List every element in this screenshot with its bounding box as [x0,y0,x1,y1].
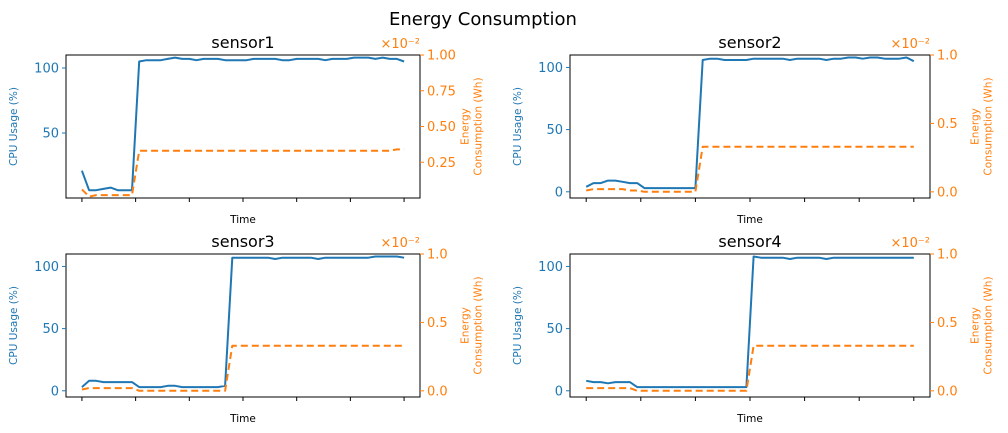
y2-tick-label: 0.0 [427,384,448,399]
y2-multiplier-label: ×10⁻² [380,37,420,52]
y-tick-label: 100 [538,260,563,275]
cpu-series-line [81,255,405,389]
y2-axis-label-line: Consumption (Wh) [983,276,995,374]
y2-axis-label: EnergyConsumption (Wh) [460,276,485,374]
y2-axis-label-line: Consumption (Wh) [473,276,485,374]
y-tick-label: 50 [42,127,59,142]
y2-axis-label: EnergyConsumption (Wh) [460,77,485,175]
cpu-series-line [80,56,405,192]
subplot-2: sensor2 ×10⁻² 0 50 100 0.0 0.5 1.0 Time CPU Usage… [512,33,995,226]
y-tick-label: 50 [42,322,59,337]
y-tick-label: 0 [51,384,59,399]
y-tick-label: 100 [538,61,563,76]
y2-tick-label: 1.0 [937,49,958,64]
x-axis-label: Time [736,413,763,425]
y2-multiplier-label: ×10⁻² [890,236,930,251]
plot-frame [569,54,931,199]
cpu-series-line [586,255,914,389]
y2-tick-label: 0.5 [427,316,448,331]
y-tick-label: 50 [546,123,563,138]
y-tick-label: 0 [555,384,563,399]
y-tick-label: 100 [34,62,59,77]
y-axis-label: CPU Usage (%) [512,286,524,365]
subplot-title: sensor1 [211,33,274,52]
y-axis-label: CPU Usage (%) [8,87,20,166]
y-tick-label: 0 [555,185,563,200]
x-axis-label: Time [229,413,256,425]
y2-axis-label-line: Energy [970,307,982,344]
subplot-title: sensor2 [718,33,781,52]
subplot-3: sensor3 ×10⁻² 0 50 100 0.0 0.5 1.0 Time CPU Usage… [8,232,485,425]
y2-tick-label: 0.50 [427,120,456,135]
y2-tick-label: 0.5 [937,316,958,331]
y-axis-label: CPU Usage (%) [8,286,20,365]
plot-frame [65,253,421,398]
y2-tick-label: 1.00 [427,49,456,64]
y2-axis-label-line: Energy [970,108,982,145]
y2-axis-label-line: Consumption (Wh) [983,77,995,175]
y2-multiplier-label: ×10⁻² [380,236,420,251]
energy-series-line [81,148,405,198]
y-tick-label: 100 [34,260,59,275]
y2-axis-label: EnergyConsumption (Wh) [970,77,995,175]
cpu-series-line [585,56,915,190]
y-axis-label: CPU Usage (%) [512,87,524,166]
y2-tick-label: 1.0 [937,248,958,263]
energy-series-line [586,344,914,392]
x-axis-label: Time [736,214,763,226]
subplot-4: sensor4 ×10⁻² 0 50 100 0.0 0.5 1.0 Time CPU Usage… [512,232,995,425]
x-axis-label: Time [229,214,256,226]
y2-tick-label: 0.0 [937,384,958,399]
energy-series-line [586,145,914,193]
plot-frame [65,54,421,199]
y2-tick-label: 0.5 [937,117,958,132]
subplot-title: sensor4 [718,232,781,251]
subplot-title: sensor3 [211,232,274,251]
y2-axis-label-line: Consumption (Wh) [473,77,485,175]
y2-tick-label: 0.75 [427,84,456,99]
y2-axis-label-line: Energy [460,108,472,145]
y2-axis-label-line: Energy [460,307,472,344]
y2-tick-label: 1.0 [427,248,448,263]
y2-tick-label: 0.25 [427,156,456,171]
y-tick-label: 50 [546,322,563,337]
y2-tick-label: 0.0 [937,185,958,200]
y2-axis-label: EnergyConsumption (Wh) [970,276,995,374]
energy-series-line [81,344,405,392]
subplot-1: sensor1 ×10⁻² 50 100 0.25 0.50 0.75 1.00 Time CPU… [8,33,485,226]
figure-title: Energy Consumption [389,9,577,30]
y2-multiplier-label: ×10⁻² [890,37,930,52]
